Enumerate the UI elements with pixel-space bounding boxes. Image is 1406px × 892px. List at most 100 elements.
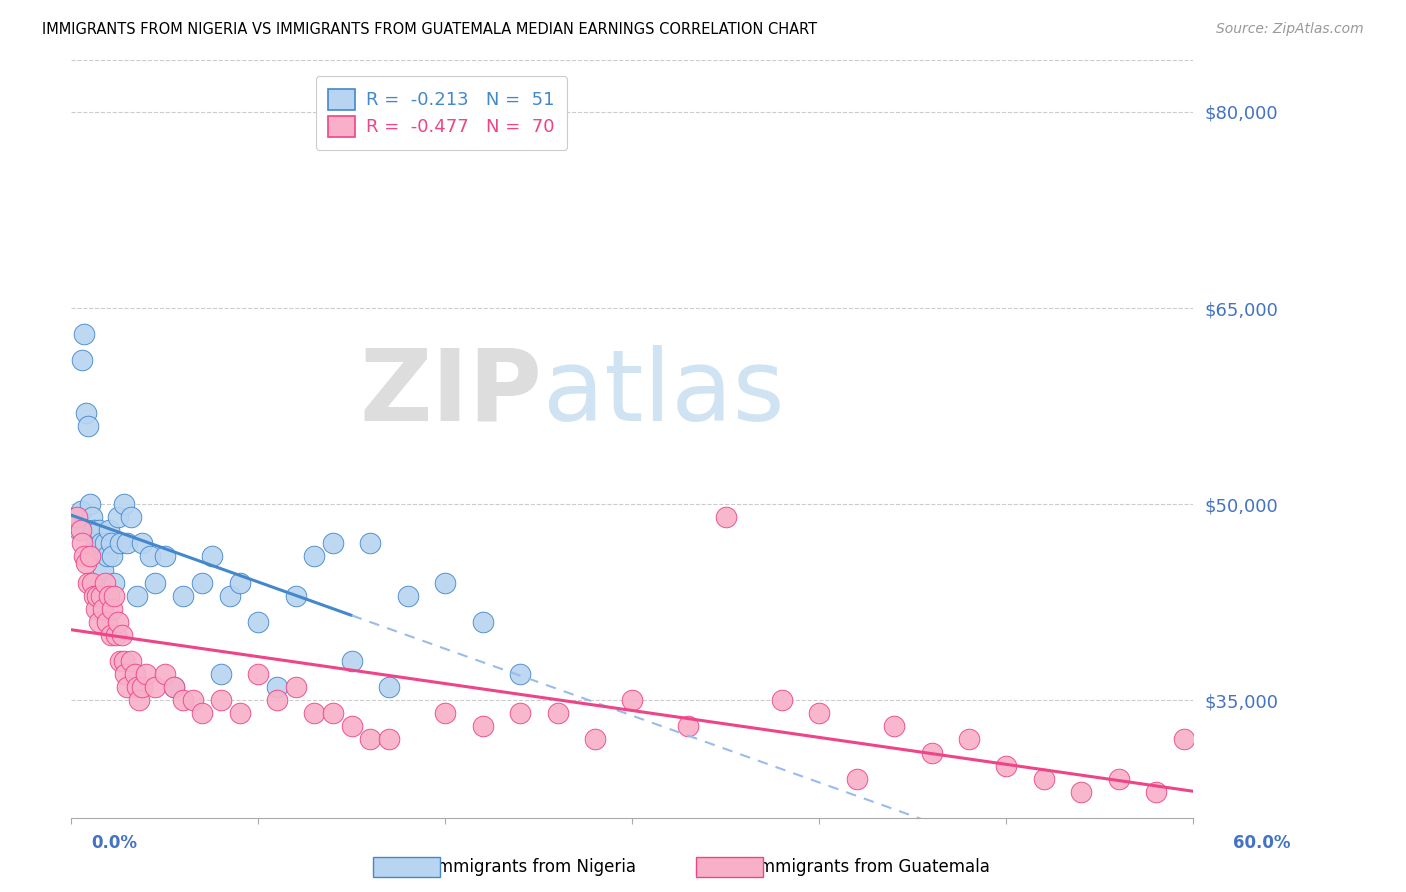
Point (172, 693, 194, 707)
Point (163, 680, 186, 694)
Point (228, 575, 250, 590)
Point (124, 667, 146, 681)
Point (125, 680, 148, 694)
Point (84, 536, 107, 550)
Point (69, 504, 91, 518)
Point (621, 693, 644, 707)
Point (209, 667, 232, 681)
Point (583, 732, 606, 747)
Point (434, 575, 457, 590)
Point (219, 589, 242, 603)
Point (247, 667, 270, 681)
Legend: R =  -0.213   N =  51, R =  -0.477   N =  70: R = -0.213 N = 51, R = -0.477 N = 70 (316, 76, 568, 150)
Point (921, 746, 943, 760)
Point (266, 680, 288, 694)
Point (284, 680, 307, 694)
Text: Source: ZipAtlas.com: Source: ZipAtlas.com (1216, 22, 1364, 37)
Point (163, 680, 186, 694)
Point (1108, 772, 1130, 786)
Point (808, 706, 831, 721)
Point (63, 510, 86, 524)
Point (471, 719, 494, 733)
Point (340, 654, 363, 668)
Text: Immigrants from Nigeria: Immigrants from Nigeria (432, 858, 637, 876)
Point (471, 615, 494, 629)
Point (75, 406, 97, 420)
Point (172, 589, 194, 603)
Point (86, 542, 108, 557)
Point (153, 549, 176, 564)
Point (200, 549, 222, 564)
Point (117, 680, 139, 694)
Point (304, 549, 326, 564)
Text: 0.0%: 0.0% (91, 834, 138, 852)
Text: Immigrants from Guatemala: Immigrants from Guatemala (754, 858, 990, 876)
Point (67, 523, 90, 537)
Point (80, 575, 103, 590)
Point (80, 510, 103, 524)
Point (396, 589, 419, 603)
Point (91, 601, 114, 615)
Point (97, 589, 120, 603)
Point (145, 575, 167, 590)
Point (120, 654, 142, 668)
Point (995, 758, 1018, 772)
Point (96, 549, 118, 564)
Point (72, 536, 94, 550)
Point (94, 575, 117, 590)
Point (83, 523, 105, 537)
Point (714, 510, 737, 524)
Point (97, 523, 120, 537)
Point (131, 680, 153, 694)
Point (69, 523, 91, 537)
Point (83, 589, 105, 603)
Point (191, 575, 214, 590)
Point (112, 497, 135, 511)
Point (89, 523, 111, 537)
Point (79, 497, 101, 511)
Point (1070, 785, 1092, 799)
Point (266, 693, 288, 707)
Point (1144, 785, 1167, 799)
Point (360, 536, 382, 550)
Point (84, 601, 107, 615)
Point (153, 667, 176, 681)
Point (957, 732, 980, 747)
Point (247, 615, 270, 629)
Point (883, 719, 905, 733)
Point (108, 654, 131, 668)
Point (360, 732, 382, 747)
Point (103, 589, 125, 603)
Text: 60.0%: 60.0% (1233, 834, 1291, 852)
Point (66, 516, 89, 531)
Point (770, 693, 793, 707)
Point (191, 706, 214, 721)
Point (845, 772, 868, 786)
Point (101, 601, 124, 615)
Point (86, 589, 108, 603)
Point (434, 706, 457, 721)
Text: ZIP: ZIP (360, 345, 543, 442)
Point (111, 628, 134, 642)
Point (125, 589, 148, 603)
Point (228, 706, 250, 721)
Point (79, 549, 101, 564)
Point (105, 628, 128, 642)
Point (322, 706, 344, 721)
Point (94, 536, 117, 550)
Point (75, 556, 97, 570)
Point (139, 549, 162, 564)
Point (547, 706, 569, 721)
Point (103, 575, 125, 590)
Point (89, 615, 111, 629)
Point (509, 706, 531, 721)
Point (304, 706, 326, 721)
Point (145, 680, 167, 694)
Point (77, 575, 100, 590)
Point (72, 353, 94, 368)
Point (96, 615, 118, 629)
Point (120, 510, 142, 524)
Point (100, 536, 122, 550)
Point (90, 589, 112, 603)
Point (678, 719, 700, 733)
